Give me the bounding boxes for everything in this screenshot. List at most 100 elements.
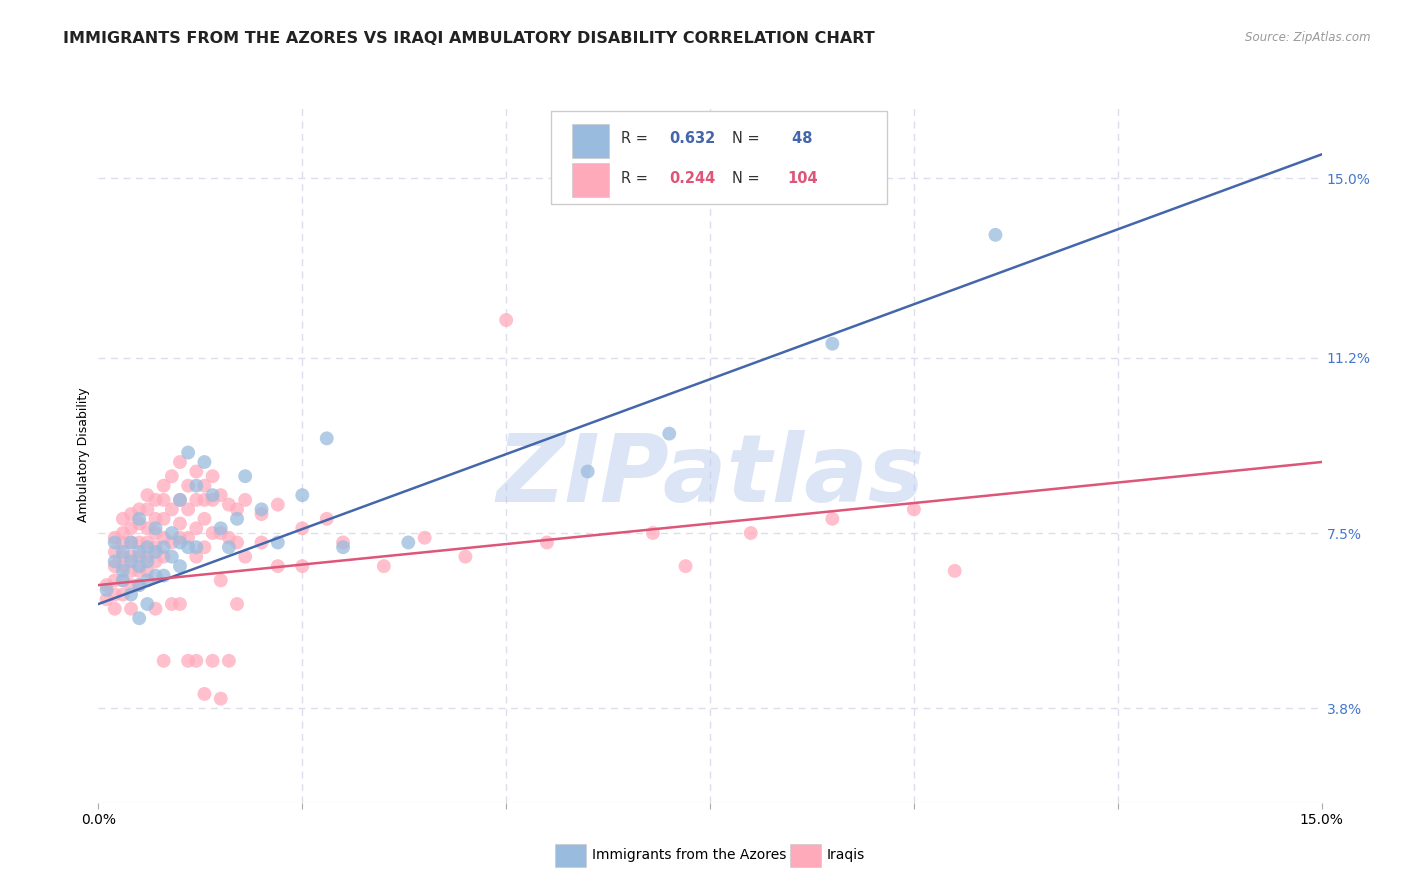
Point xyxy=(373,559,395,574)
Point xyxy=(152,478,174,492)
Point xyxy=(169,516,191,531)
Point xyxy=(332,535,354,549)
Point xyxy=(104,535,127,549)
Point xyxy=(120,554,142,568)
Point xyxy=(111,564,134,578)
Point xyxy=(740,526,762,541)
Point xyxy=(152,549,174,564)
Point xyxy=(160,597,183,611)
Text: 104: 104 xyxy=(787,170,818,186)
Point xyxy=(111,588,134,602)
Point xyxy=(120,535,142,549)
Point xyxy=(267,559,290,574)
Point xyxy=(186,654,208,668)
Point xyxy=(177,531,200,545)
Point xyxy=(152,654,174,668)
Point xyxy=(145,554,167,568)
Point xyxy=(186,478,208,492)
Point xyxy=(136,597,159,611)
Point xyxy=(177,445,200,459)
Point xyxy=(186,521,208,535)
Point xyxy=(267,535,290,549)
Point xyxy=(209,521,232,535)
Point xyxy=(128,545,150,559)
Point xyxy=(821,336,844,351)
Point xyxy=(209,691,232,706)
Point xyxy=(128,559,150,574)
Point xyxy=(186,549,208,564)
Point xyxy=(201,492,224,507)
Point xyxy=(128,578,150,592)
Point xyxy=(177,654,200,668)
Point xyxy=(145,526,167,541)
Point xyxy=(396,535,419,549)
Point xyxy=(201,654,224,668)
Point xyxy=(193,687,215,701)
Point xyxy=(943,564,966,578)
Point xyxy=(201,488,224,502)
Point xyxy=(332,540,354,554)
Text: Iraqis: Iraqis xyxy=(827,848,865,863)
Text: N =: N = xyxy=(733,131,765,146)
Point xyxy=(96,582,118,597)
Point xyxy=(128,502,150,516)
Text: 0.244: 0.244 xyxy=(669,170,716,186)
Point xyxy=(145,521,167,535)
Point xyxy=(218,531,240,545)
Point xyxy=(226,597,249,611)
Point xyxy=(136,535,159,549)
Point xyxy=(111,535,134,549)
Point xyxy=(104,554,127,568)
Point xyxy=(201,526,224,541)
Point xyxy=(641,526,664,541)
Point xyxy=(111,574,134,588)
Point xyxy=(250,502,273,516)
Point xyxy=(233,549,256,564)
Point xyxy=(186,492,208,507)
Point xyxy=(136,549,159,564)
Point xyxy=(291,521,314,535)
Text: Immigrants from the Azores: Immigrants from the Azores xyxy=(592,848,786,863)
Point xyxy=(120,535,142,549)
Point xyxy=(111,545,134,559)
Point xyxy=(536,535,558,549)
Point xyxy=(169,531,191,545)
Point xyxy=(128,564,150,578)
Point xyxy=(169,597,191,611)
Point xyxy=(120,549,142,564)
Point xyxy=(233,492,256,507)
Point xyxy=(160,526,183,541)
Point xyxy=(128,516,150,531)
Point xyxy=(128,578,150,592)
Point xyxy=(104,588,127,602)
Point xyxy=(128,611,150,625)
Text: 48: 48 xyxy=(787,131,813,146)
Point xyxy=(145,512,167,526)
Text: R =: R = xyxy=(620,131,652,146)
Text: Source: ZipAtlas.com: Source: ZipAtlas.com xyxy=(1246,31,1371,45)
Point xyxy=(193,540,215,554)
Point xyxy=(209,526,232,541)
Point xyxy=(495,313,517,327)
Point xyxy=(160,535,183,549)
Point xyxy=(120,601,142,615)
Point xyxy=(209,574,232,588)
Point xyxy=(152,492,174,507)
Point xyxy=(267,498,290,512)
Point xyxy=(111,512,134,526)
Point xyxy=(104,531,127,545)
Point xyxy=(128,535,150,549)
Point xyxy=(315,431,337,445)
Point xyxy=(104,559,127,574)
Point xyxy=(576,465,599,479)
Point xyxy=(145,545,167,559)
Point xyxy=(145,568,167,582)
Point xyxy=(218,498,240,512)
Point xyxy=(315,512,337,526)
Point xyxy=(104,574,127,588)
Point xyxy=(193,455,215,469)
Point xyxy=(136,502,159,516)
Point xyxy=(984,227,1007,242)
Point xyxy=(169,455,191,469)
Point xyxy=(111,549,134,564)
